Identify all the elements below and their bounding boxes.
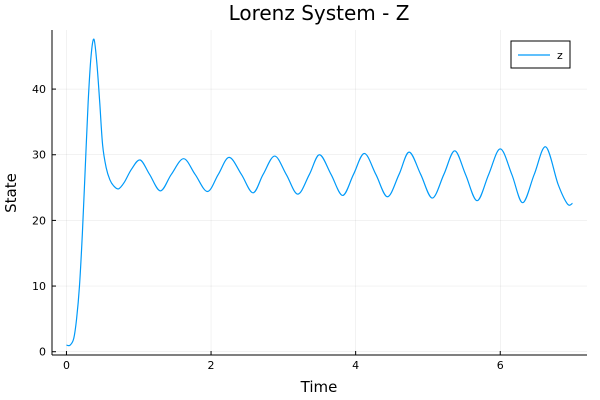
x-tick-label: 4 (352, 359, 359, 372)
chart-title: Lorenz System - Z (229, 1, 410, 25)
y-axis-label: State (2, 173, 20, 213)
x-tick-label: 0 (63, 359, 70, 372)
legend: z (510, 40, 571, 69)
x-tick-label: 2 (208, 359, 215, 372)
series-line-z (66, 38, 573, 347)
x-ticks: 0 2 4 6 (63, 351, 504, 372)
y-tick-label: 40 (32, 83, 46, 96)
series-layer (66, 38, 573, 347)
legend-label-z: z (557, 49, 563, 62)
y-tick-label: 20 (32, 214, 46, 227)
y-ticks: 0 10 20 30 40 (32, 83, 56, 359)
grid (52, 30, 587, 355)
y-tick-label: 10 (32, 280, 46, 293)
y-tick-label: 0 (39, 346, 46, 359)
axes (51, 30, 587, 356)
y-tick-label: 30 (32, 149, 46, 162)
x-axis-label: Time (300, 378, 338, 396)
x-tick-label: 6 (497, 359, 504, 372)
